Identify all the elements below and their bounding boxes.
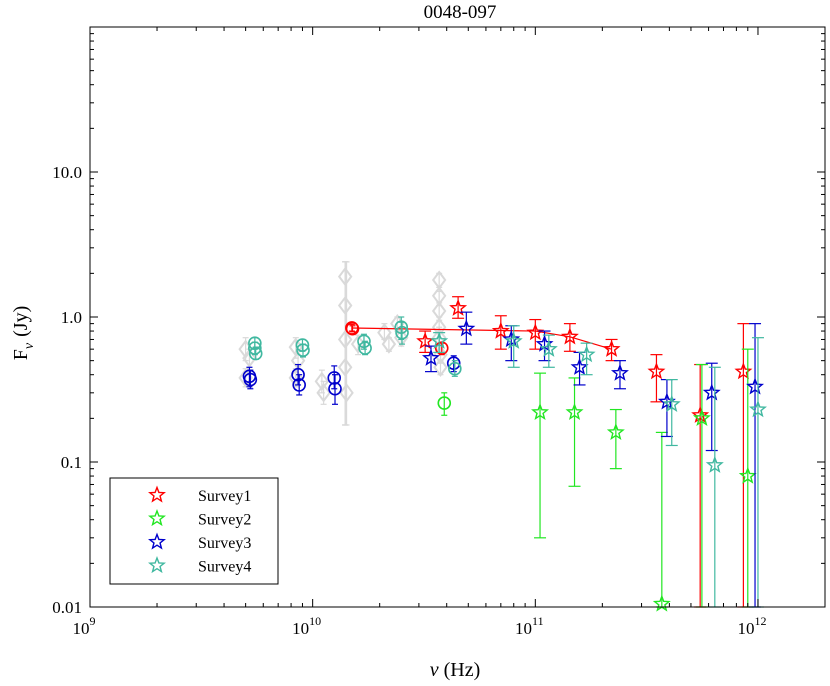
survey2-star-marker: [565, 402, 584, 421]
survey3-star-marker: [702, 383, 721, 401]
survey1-star-marker: [560, 327, 579, 345]
x-axis-label: ν (Hz): [430, 659, 481, 681]
survey3-star-marker: [746, 377, 765, 395]
circle-marker: [291, 367, 305, 382]
survey4-star-marker: [748, 400, 767, 418]
survey4-star-marker: [662, 394, 681, 412]
circle-marker: [394, 320, 409, 335]
legend-star-icon: [148, 485, 166, 503]
y-axis-label: Fν(Jy): [10, 306, 37, 360]
survey3-star-marker: [421, 348, 440, 366]
survey1-star-marker: [691, 405, 710, 423]
legend-label: Survey3: [198, 535, 251, 552]
survey1-star-marker: [491, 321, 510, 339]
circle-marker: [395, 325, 409, 340]
legend-label: Survey1: [198, 488, 251, 505]
legend-box: [109, 477, 279, 585]
y-tick-label: 1.0: [61, 308, 82, 327]
y-tick-label: 10.0: [52, 163, 82, 182]
legend-star-icon: [148, 532, 166, 550]
legend-label: Survey4: [198, 559, 251, 576]
chart-title: 0048-097: [424, 2, 497, 23]
survey3-star-marker: [570, 357, 589, 375]
archival-diamond: [316, 383, 331, 403]
circle-marker: [296, 343, 310, 358]
circle-marker: [437, 396, 452, 410]
x-tick-label: 109: [73, 614, 96, 638]
survey1-star-marker: [449, 298, 468, 316]
survey1-star-marker: [416, 331, 435, 349]
y-tick-label: 0.1: [61, 453, 82, 472]
survey4-star-marker: [705, 455, 724, 473]
survey1-star-marker: [647, 362, 666, 380]
survey1-star-marker: [526, 323, 545, 341]
archival-diamond: [339, 383, 354, 403]
archival-points: [238, 261, 448, 426]
survey2-star-marker: [692, 408, 711, 427]
archival-diamond: [381, 334, 397, 354]
survey1-star-marker: [602, 339, 621, 357]
circle-marker: [248, 346, 263, 361]
x-tick-label: 1010: [292, 614, 321, 638]
survey2-star-marker: [606, 422, 625, 441]
circle-marker: [446, 356, 461, 371]
survey2-star-marker: [531, 402, 550, 421]
circle-marker: [243, 372, 258, 387]
legend: Survey1 Survey2 Survey3 Survey4: [109, 477, 279, 585]
survey3-star-marker: [610, 363, 629, 381]
survey2-star-marker: [738, 466, 757, 484]
archival-diamond: [337, 266, 353, 287]
y-tick-label: 0.01: [52, 598, 82, 617]
circle-marker: [357, 334, 371, 349]
circle-marker: [328, 381, 342, 396]
survey4-star-marker: [539, 339, 558, 357]
survey4-star-marker: [430, 331, 449, 349]
circle-marker: [345, 321, 360, 336]
archival-diamond: [242, 348, 257, 368]
circle-marker: [448, 361, 462, 376]
survey1-star-marker: [734, 362, 753, 380]
circle-marker: [358, 341, 372, 355]
x-tick-label: 1011: [515, 614, 544, 638]
archival-diamond: [433, 357, 448, 377]
legend-star-icon: [148, 556, 166, 574]
circle-marker: [248, 341, 262, 355]
x-tick-label: 1012: [737, 614, 766, 638]
archival-diamond: [314, 371, 330, 392]
circle-points: [242, 316, 462, 416]
survey3-star-marker: [457, 319, 476, 337]
survey4-star-marker: [504, 331, 523, 349]
circle-marker: [327, 371, 342, 385]
survey-points: [416, 296, 767, 612]
circle-marker: [292, 378, 306, 392]
legend-label: Survey2: [198, 512, 251, 529]
survey4-star-marker: [577, 345, 596, 363]
legend-star-icon: [148, 509, 166, 527]
